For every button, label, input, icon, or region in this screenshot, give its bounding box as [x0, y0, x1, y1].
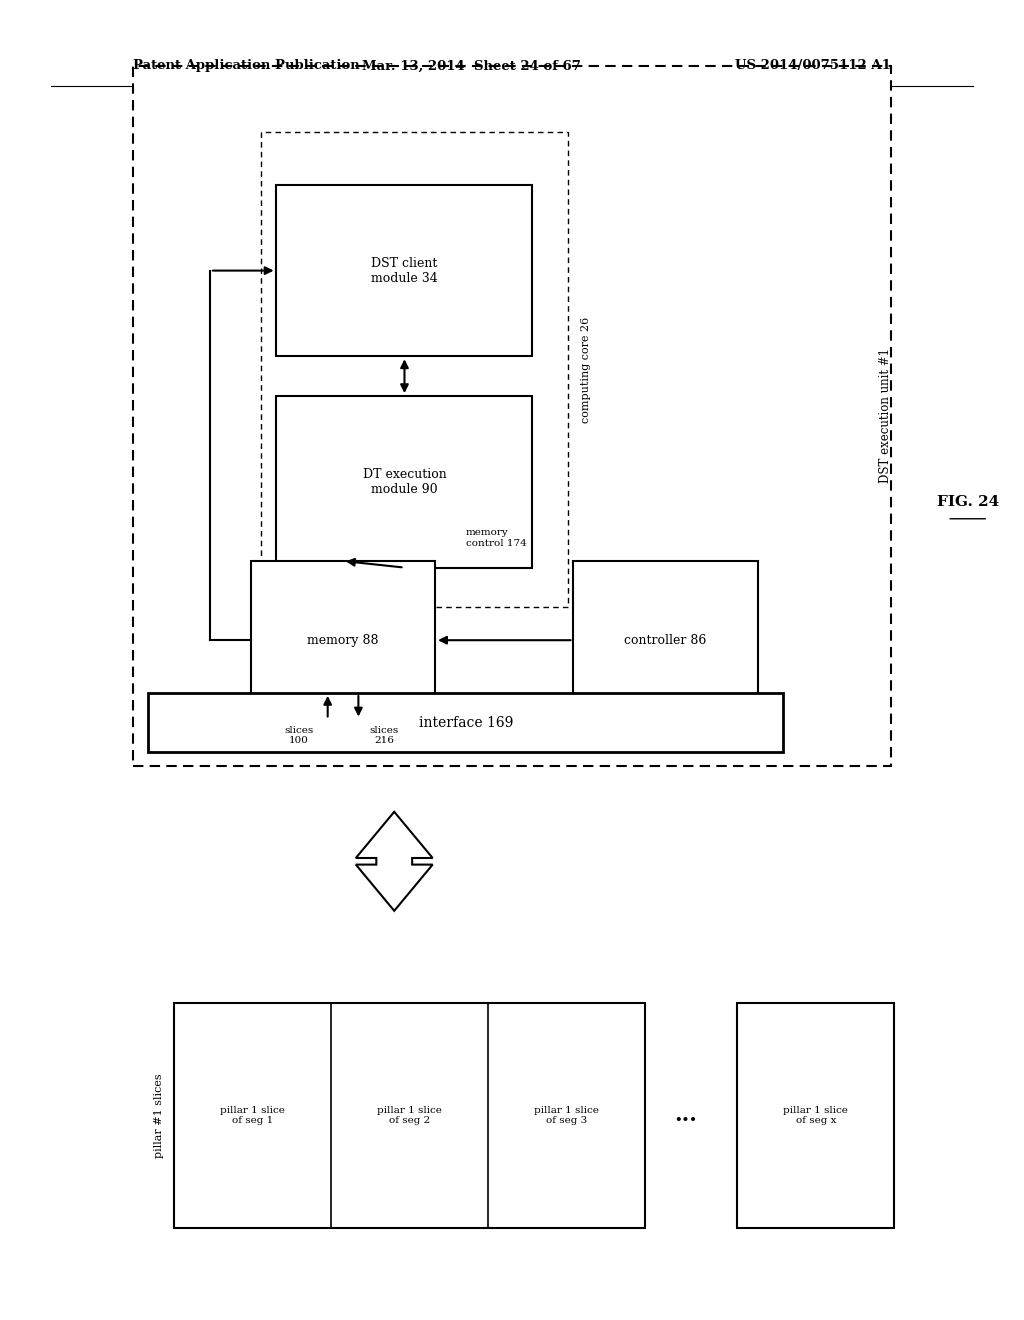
Text: memory 88: memory 88: [307, 634, 379, 647]
FancyBboxPatch shape: [276, 185, 532, 356]
Text: ...: ...: [675, 1105, 697, 1126]
Text: computing core 26: computing core 26: [581, 317, 591, 422]
Text: Mar. 13, 2014  Sheet 24 of 67: Mar. 13, 2014 Sheet 24 of 67: [361, 59, 581, 73]
Text: DST client
module 34: DST client module 34: [371, 256, 438, 285]
FancyBboxPatch shape: [573, 561, 758, 719]
Text: pillar 1 slice
of seg 1: pillar 1 slice of seg 1: [220, 1106, 285, 1125]
Text: FIG. 24: FIG. 24: [937, 495, 998, 508]
Text: US 2014/0075112 A1: US 2014/0075112 A1: [735, 59, 891, 73]
FancyBboxPatch shape: [133, 66, 891, 766]
FancyBboxPatch shape: [261, 132, 568, 607]
Text: pillar 1 slice
of seg 3: pillar 1 slice of seg 3: [535, 1106, 599, 1125]
Text: slices
216: slices 216: [370, 726, 398, 746]
Text: controller 86: controller 86: [625, 634, 707, 647]
Text: DST execution unit #1: DST execution unit #1: [880, 348, 892, 483]
Text: slices
100: slices 100: [285, 726, 313, 746]
FancyBboxPatch shape: [251, 561, 435, 719]
Text: interface 169: interface 169: [419, 715, 513, 730]
Text: pillar 1 slice
of seg x: pillar 1 slice of seg x: [783, 1106, 848, 1125]
Text: pillar 1 slice
of seg 2: pillar 1 slice of seg 2: [377, 1106, 442, 1125]
FancyBboxPatch shape: [148, 693, 783, 752]
FancyBboxPatch shape: [174, 1003, 645, 1228]
Text: pillar #1 slices: pillar #1 slices: [154, 1073, 164, 1158]
Text: DT execution
module 90: DT execution module 90: [362, 467, 446, 496]
Text: memory
control 174: memory control 174: [466, 528, 526, 548]
Polygon shape: [356, 812, 432, 911]
FancyBboxPatch shape: [276, 396, 532, 568]
FancyBboxPatch shape: [737, 1003, 894, 1228]
Text: Patent Application Publication: Patent Application Publication: [133, 59, 359, 73]
